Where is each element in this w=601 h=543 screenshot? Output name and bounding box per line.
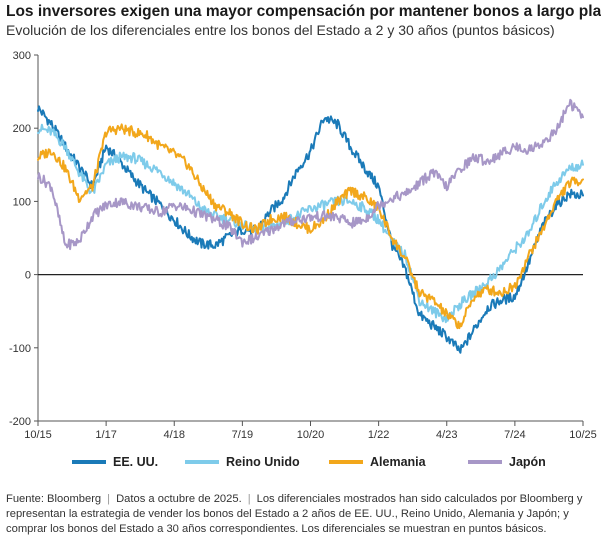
y-tick-label: 100 xyxy=(13,196,31,208)
series-line-ee-uu xyxy=(37,105,584,354)
legend-swatch-alemania xyxy=(329,460,363,464)
x-tick-label: 4/18 xyxy=(164,429,185,441)
y-tick-label: 0 xyxy=(25,270,31,282)
x-tick-label: 7/24 xyxy=(504,429,525,441)
series-lines xyxy=(37,98,584,354)
legend-swatch-ee-uu xyxy=(72,460,106,464)
chart-subtitle: Evolución de los diferenciales entre los… xyxy=(6,22,555,38)
y-tick-label: -100 xyxy=(9,343,31,355)
series-line-reino-unido xyxy=(37,123,584,324)
y-tick-label: -200 xyxy=(9,416,31,428)
y-tick-label: 200 xyxy=(13,123,31,135)
legend: EE. UU. Reino Unido Alemania Japón xyxy=(0,455,601,471)
legend-label-ee-uu: EE. UU. xyxy=(113,455,159,469)
legend-swatch-reino-unido xyxy=(185,460,219,464)
legend-item-reino-unido: Reino Unido xyxy=(185,455,300,469)
legend-item-alemania: Alemania xyxy=(329,455,426,469)
x-tick-label: 1/22 xyxy=(368,429,389,441)
y-tick-label: 300 xyxy=(13,50,31,62)
legend-item-japon: Japón xyxy=(468,455,546,469)
x-tick-label: 7/19 xyxy=(232,429,253,441)
chart-title: Los inversores exigen una mayor compensa… xyxy=(6,3,601,20)
footer-separator: | xyxy=(247,493,251,505)
footer-note: Los diferenciales mostrados han sido cal… xyxy=(6,493,583,535)
series-line-alemania xyxy=(37,123,584,330)
x-tick-label: 1/17 xyxy=(95,429,116,441)
x-tick-label: 10/20 xyxy=(297,429,325,441)
x-tick-label: 4/23 xyxy=(436,429,457,441)
x-tick-label: 10/15 xyxy=(24,429,52,441)
x-tick-label: 10/25 xyxy=(569,429,597,441)
footer-separator: | xyxy=(107,493,111,505)
legend-label-alemania: Alemania xyxy=(370,455,426,469)
legend-label-japon: Japón xyxy=(509,455,546,469)
legend-label-reino-unido: Reino Unido xyxy=(226,455,300,469)
y-axis: -200 -100 0 100 200 300 xyxy=(9,50,39,428)
legend-item-ee-uu: EE. UU. xyxy=(72,455,158,469)
footer-notes: Fuente: Bloomberg | Datos a octubre de 202… xyxy=(6,492,598,536)
x-axis: 10/15 1/17 4/18 7/19 10/20 1/22 4/23 7/24 10/25 xyxy=(24,274,597,441)
line-chart: -200 -100 0 100 200 300 10/15 1/17 4/18 7/19 10/2… xyxy=(9,50,597,441)
footer-date-note: Datos a octubre de 2025. xyxy=(116,493,242,505)
series-line-japón xyxy=(37,98,584,251)
footer-source: Fuente: Bloomberg xyxy=(6,493,102,505)
legend-swatch-japon xyxy=(468,460,502,464)
